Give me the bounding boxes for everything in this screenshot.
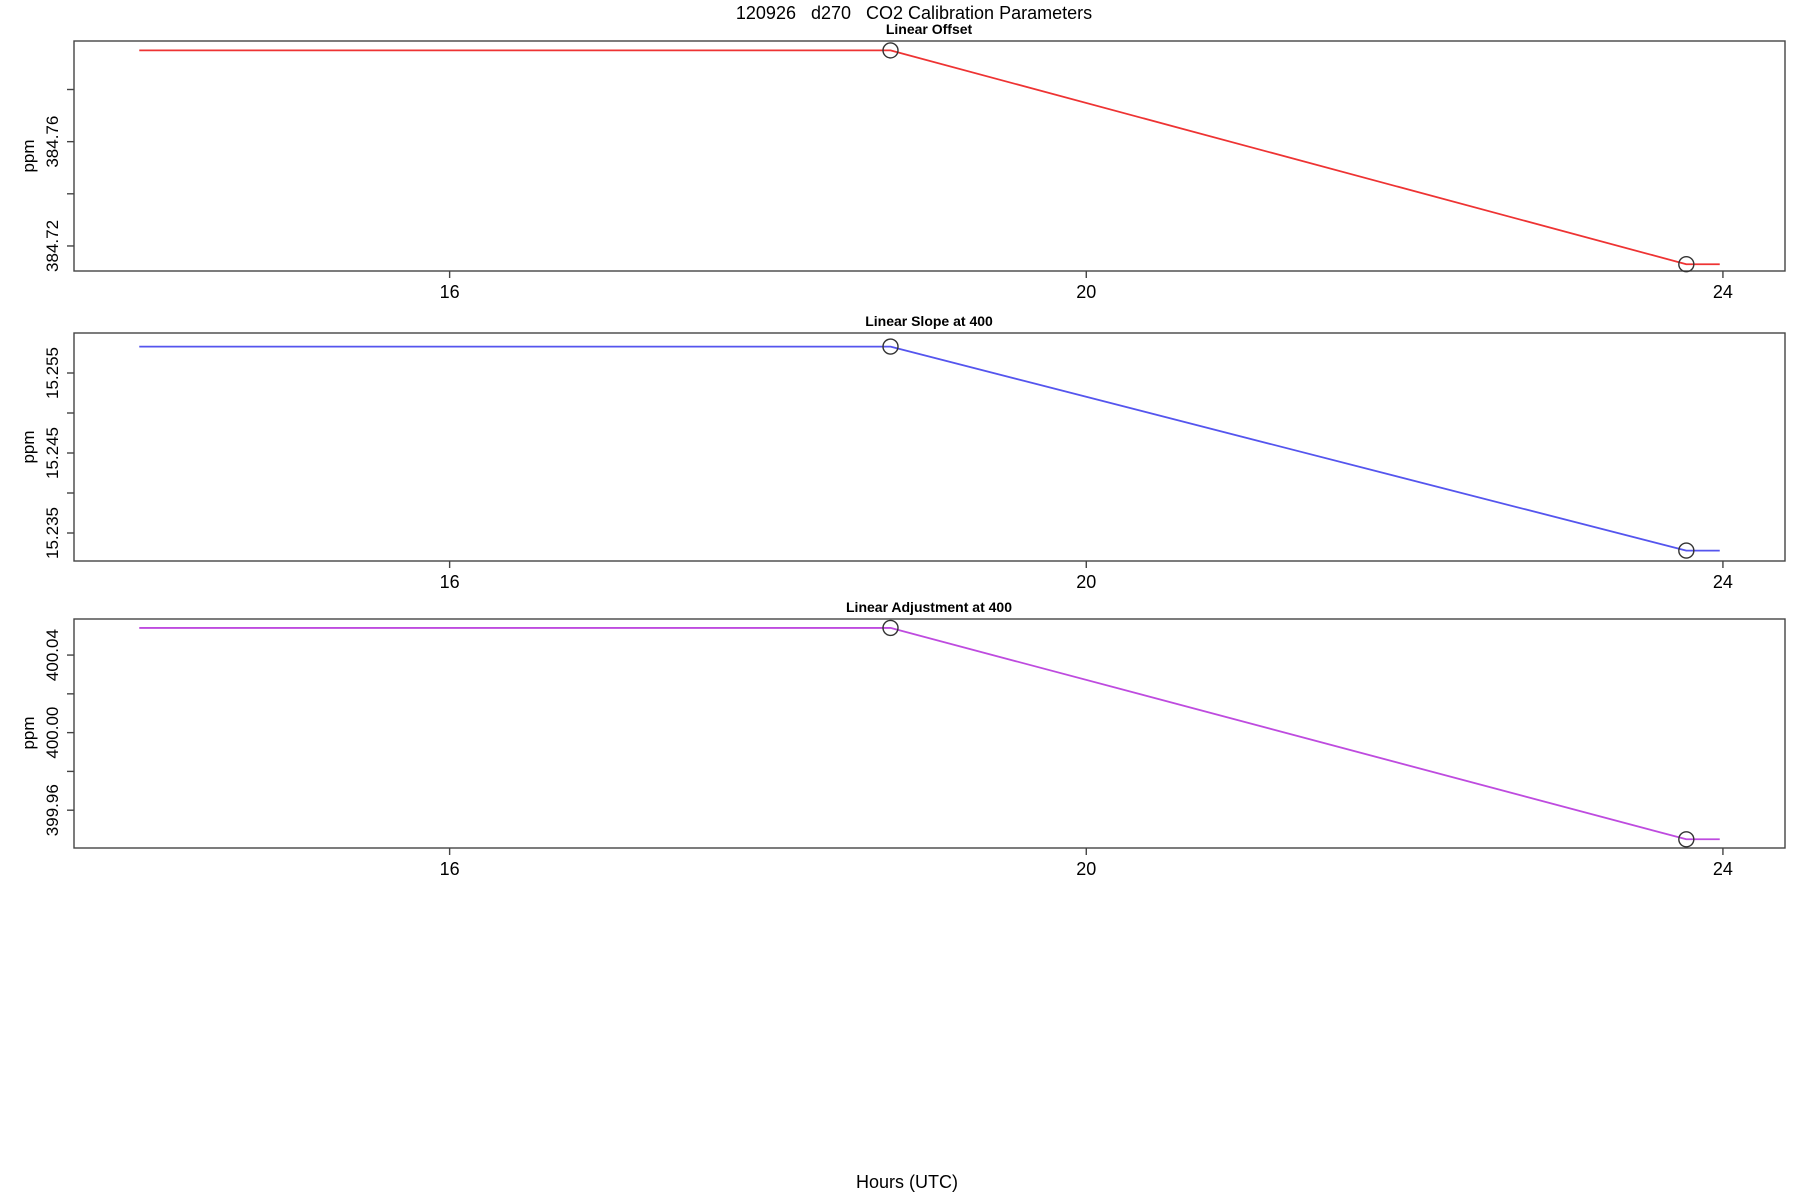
data-point-marker [882,338,899,355]
data-line [139,345,1720,552]
x-axis-title: Hours (UTC) [856,1172,958,1192]
plot-box [73,332,1786,562]
data-point-marker [882,42,899,59]
panel-title-linear-offset: Linear Offset [885,21,973,37]
x-tick-label: 16 [440,859,460,879]
y-tick-label: 384.72 [43,220,62,272]
panel-title-linear-adjustment: Linear Adjustment at 400 [846,599,1012,615]
plot-box [73,618,1786,849]
y-tick-label: 15.255 [43,347,62,399]
data-line [139,49,1720,266]
x-tick-label: 20 [1076,859,1096,879]
x-tick-label: 16 [440,282,460,302]
data-point-marker [1678,256,1695,273]
data-point-marker [1678,542,1695,559]
y-tick-label: 399.96 [43,784,62,836]
figure-title: 120926 d270 CO2 Calibration Parameters [735,3,1093,23]
y-tick-label: 384.76 [43,116,62,168]
plot-box [73,40,1786,272]
data-point-marker [882,619,899,637]
x-tick-label: 20 [1076,282,1096,302]
y-tick-label: 15.235 [43,507,62,559]
data-point-marker [1678,831,1695,848]
y-tick-label: 400.04 [43,629,62,681]
x-tick-label: 20 [1076,572,1096,592]
x-tick-label: 24 [1713,572,1733,592]
data-line [139,627,1720,841]
x-tick-label: 24 [1713,282,1733,302]
x-tick-label: 16 [440,572,460,592]
panel-title-linear-slope: Linear Slope at 400 [865,313,993,329]
x-tick-label: 24 [1713,859,1733,879]
y-tick-label: 400.00 [43,707,62,759]
y-tick-label: 15.245 [43,427,62,479]
